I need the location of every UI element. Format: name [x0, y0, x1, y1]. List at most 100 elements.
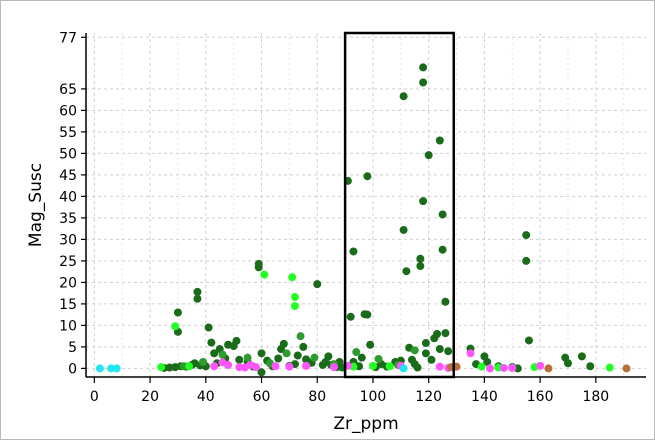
- data-point: [173, 308, 182, 317]
- data-point: [251, 363, 260, 372]
- y-tick-label: 5: [68, 340, 77, 356]
- y-axis-title: Mag_Susc: [26, 163, 46, 247]
- y-axis-ticks: 0 5 10 15 20 25 30 35 40 45 50 55 60 65 77: [59, 30, 86, 377]
- data-point: [271, 362, 280, 371]
- data-point: [435, 345, 444, 354]
- data-point: [357, 353, 366, 362]
- x-tick-label: 20: [141, 389, 159, 405]
- data-point: [399, 364, 408, 373]
- data-point: [257, 368, 266, 377]
- data-point: [313, 280, 322, 289]
- data-point: [107, 364, 116, 373]
- data-point: [293, 351, 302, 360]
- data-point: [171, 322, 180, 331]
- data-point: [435, 136, 444, 145]
- data-point: [282, 349, 291, 358]
- data-point: [444, 347, 453, 356]
- data-point: [310, 353, 319, 362]
- data-point: [254, 263, 263, 272]
- data-point: [438, 245, 447, 254]
- data-point: [363, 172, 372, 181]
- y-tick-label: 30: [59, 232, 77, 248]
- data-point: [288, 273, 297, 282]
- data-point: [485, 364, 494, 373]
- y-tick-label: 35: [59, 211, 77, 227]
- data-point: [499, 363, 508, 372]
- x-tick-label: 120: [415, 389, 442, 405]
- data-point: [274, 354, 283, 363]
- data-point: [577, 352, 586, 361]
- data-point: [296, 332, 305, 341]
- y-tick-label: 60: [59, 103, 77, 119]
- data-point: [421, 349, 430, 358]
- data-point: [605, 363, 614, 372]
- data-point: [349, 247, 358, 256]
- data-point: [424, 151, 433, 160]
- data-point: [622, 364, 631, 373]
- data-point: [419, 197, 428, 206]
- data-point: [399, 225, 408, 234]
- data-point: [399, 92, 408, 101]
- data-point: [374, 354, 383, 363]
- data-point: [260, 270, 269, 279]
- data-point: [224, 360, 233, 369]
- data-point: [285, 362, 294, 371]
- data-point: [232, 336, 241, 345]
- data-point: [441, 297, 450, 306]
- y-tick-label: 10: [59, 318, 77, 334]
- data-point: [299, 342, 308, 351]
- data-point: [544, 364, 553, 373]
- data-points: [95, 63, 631, 377]
- data-point: [508, 363, 517, 372]
- data-point: [441, 329, 450, 338]
- data-point: [536, 361, 545, 370]
- data-point: [363, 310, 372, 319]
- x-tick-label: 60: [253, 389, 271, 405]
- data-point: [385, 362, 394, 371]
- plot-area-background: [86, 33, 646, 377]
- y-tick-label: 65: [59, 82, 77, 98]
- y-tick-label: 45: [59, 168, 77, 184]
- data-point: [179, 362, 188, 371]
- data-point: [193, 294, 202, 303]
- data-point: [419, 63, 428, 72]
- data-point: [210, 362, 219, 371]
- data-point: [524, 336, 533, 345]
- data-point: [563, 359, 572, 368]
- data-point: [427, 355, 436, 364]
- data-point: [235, 355, 244, 364]
- data-point: [433, 330, 442, 338]
- data-point: [243, 353, 252, 362]
- x-axis-title: Zr_ppm: [333, 414, 398, 434]
- x-tick-label: 0: [90, 389, 99, 405]
- data-point: [157, 363, 166, 372]
- data-point: [199, 357, 208, 366]
- data-point: [112, 364, 121, 373]
- x-tick-label: 40: [197, 389, 215, 405]
- x-axis-ticks: 0 20 40 60 80 100 120 140 160 180: [90, 377, 609, 405]
- data-point: [95, 364, 104, 373]
- data-point: [438, 210, 447, 219]
- data-point: [416, 262, 425, 271]
- data-point: [257, 349, 266, 358]
- x-tick-label: 160: [527, 389, 554, 405]
- data-point: [435, 362, 444, 371]
- data-point: [416, 254, 425, 263]
- data-point: [207, 338, 216, 347]
- data-point: [346, 312, 355, 321]
- data-point: [352, 348, 361, 357]
- data-point: [586, 362, 595, 371]
- data-point: [421, 339, 430, 348]
- data-point: [419, 78, 428, 87]
- data-point: [477, 362, 486, 371]
- data-point: [210, 349, 219, 358]
- x-tick-label: 180: [582, 389, 609, 405]
- data-point: [204, 323, 213, 332]
- data-point: [413, 363, 422, 372]
- x-tick-label: 80: [308, 389, 326, 405]
- y-tick-label: 77: [59, 30, 77, 46]
- y-tick-label: 0: [68, 361, 77, 377]
- data-point: [483, 357, 492, 366]
- y-tick-label: 50: [59, 146, 77, 162]
